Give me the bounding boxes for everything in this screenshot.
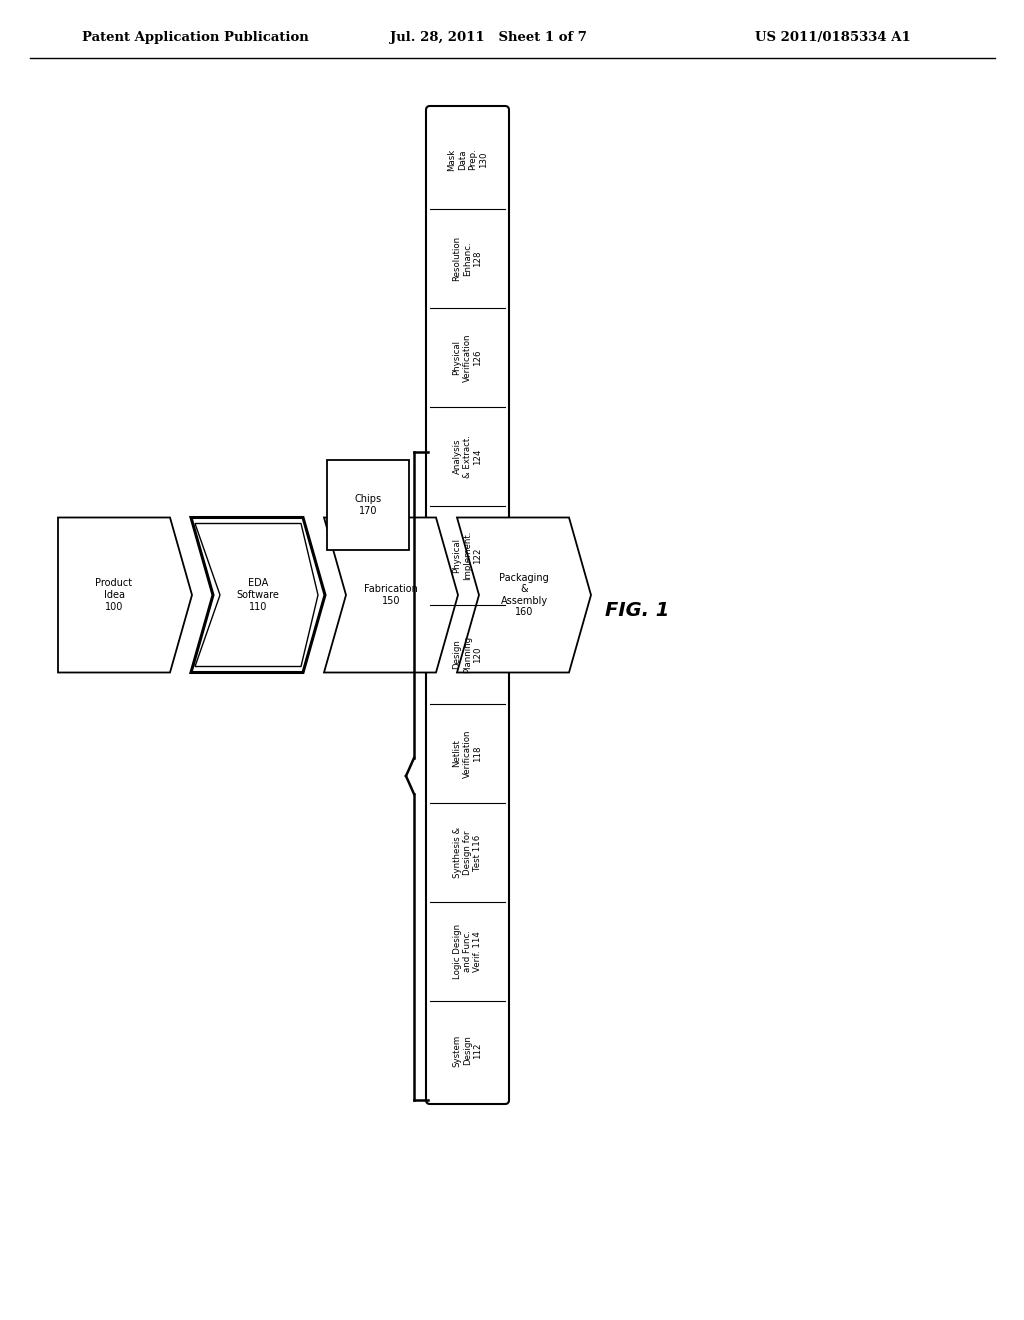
Polygon shape	[324, 517, 458, 672]
Text: FIG. 1: FIG. 1	[605, 601, 670, 619]
Text: Chips
170: Chips 170	[354, 494, 382, 516]
FancyBboxPatch shape	[426, 106, 509, 1104]
Text: Product
Idea
100: Product Idea 100	[95, 578, 132, 611]
Text: Mask
Data
Prep.
130: Mask Data Prep. 130	[447, 148, 487, 170]
Text: Resolution
Enhanc.
128: Resolution Enhanc. 128	[453, 236, 482, 281]
Text: Packaging
&
Assembly
160: Packaging & Assembly 160	[499, 573, 549, 618]
Text: EDA
Software
110: EDA Software 110	[237, 578, 280, 611]
Text: Physical
Verification
126: Physical Verification 126	[453, 333, 482, 381]
Text: Jul. 28, 2011   Sheet 1 of 7: Jul. 28, 2011 Sheet 1 of 7	[390, 30, 587, 44]
Polygon shape	[457, 517, 591, 672]
Text: Logic Design
and Func.
Verif. 114: Logic Design and Func. Verif. 114	[453, 924, 482, 979]
Text: System
Design
112: System Design 112	[453, 1035, 482, 1067]
Polygon shape	[191, 517, 325, 672]
Text: US 2011/0185334 A1: US 2011/0185334 A1	[755, 30, 910, 44]
Text: Physical
Implement.
122: Physical Implement. 122	[453, 531, 482, 581]
Polygon shape	[327, 459, 409, 550]
Text: Design
Planning
120: Design Planning 120	[453, 636, 482, 673]
Text: Synthesis &
Design for
Test 116: Synthesis & Design for Test 116	[453, 826, 482, 878]
Text: Analysis
& Extract.
124: Analysis & Extract. 124	[453, 436, 482, 478]
Text: Fabrication
150: Fabrication 150	[365, 585, 418, 606]
Text: Patent Application Publication: Patent Application Publication	[82, 30, 309, 44]
Polygon shape	[58, 517, 193, 672]
Text: Netlist
Verification
118: Netlist Verification 118	[453, 729, 482, 777]
